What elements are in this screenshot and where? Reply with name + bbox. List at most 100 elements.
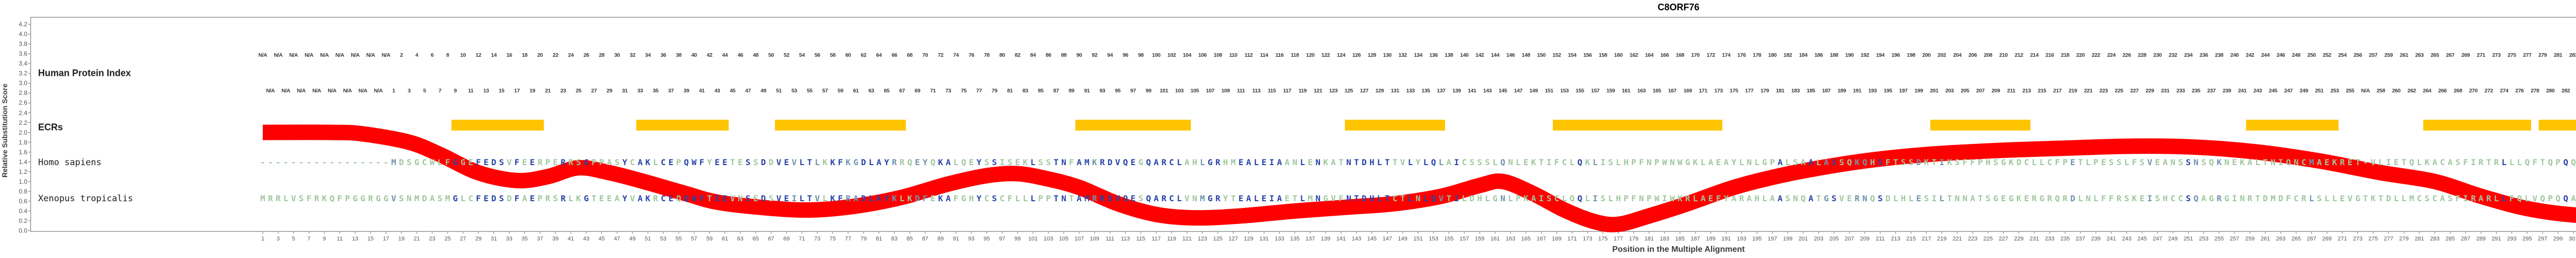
index-label: 177 [1745,88,1754,94]
residue-xenopus: S [2425,194,2430,203]
index-label: 66 [891,52,897,58]
residue-homo-sapiens: K [1947,157,1952,167]
index-label: 180 [1768,52,1777,58]
residue-xenopus: N [738,194,743,203]
residue-homo-sapiens: T [2263,157,2268,167]
residue-xenopus: Q [684,194,689,203]
residue-xenopus: E [2024,194,2029,203]
residue-xenopus: D [2278,194,2283,203]
index-label: 141 [1467,88,1477,94]
residue-homo-sapiens: N [1315,157,1320,167]
residue-homo-sapiens: C [2301,157,2307,167]
residue-homo-sapiens: Q [2524,157,2530,167]
residue-homo-sapiens: - [268,157,273,167]
x-tick-label: 183 [1659,236,1670,242]
index-label: 122 [1321,52,1330,58]
x-tick-label: 77 [845,236,852,242]
x-tick-label: 235 [2060,236,2070,242]
residue-homo-sapiens: G [584,157,589,167]
residue-homo-sapiens: K [645,157,651,167]
residue-homo-sapiens: E [2101,157,2106,167]
residue-homo-sapiens: I [2278,157,2283,167]
residue-xenopus: M [414,194,419,203]
index-label: 73 [945,88,951,94]
residue-homo-sapiens: G [460,157,466,167]
residue-xenopus: G [2008,194,2014,203]
index-label: N/A [258,52,267,58]
residue-xenopus: Y [1723,194,1729,203]
residue-xenopus: S [2185,194,2191,203]
residue-homo-sapiens: L [2124,157,2129,167]
index-label: 256 [2353,52,2362,58]
residue-xenopus: Q [2563,194,2568,203]
residue-xenopus: P [537,194,543,203]
residue-xenopus: A [1970,194,1975,203]
ecr-bar [2423,120,2531,131]
x-tick-label: 89 [937,236,944,242]
residue-xenopus: N [1793,194,1798,203]
residue-homo-sapiens: K [1023,157,1028,167]
residue-xenopus: H [1754,194,1760,203]
residue-xenopus: R [2116,194,2122,203]
x-tick-label: 297 [2538,236,2548,242]
residue-homo-sapiens: L [1300,157,1306,167]
index-label: 178 [1753,52,1761,58]
x-tick-label: 221 [1952,236,1962,242]
residue-homo-sapiens: L [1423,157,1429,167]
y-tick-label: 0.0 [19,227,27,234]
residue-homo-sapiens: V [2147,157,2153,167]
residue-xenopus: M [260,194,265,203]
residue-xenopus: N [1500,194,1505,203]
residue-xenopus: A [1731,194,1737,203]
residue-xenopus: I [1269,194,1275,203]
ecr-bar [775,120,906,131]
residue-homo-sapiens: L [2501,157,2507,167]
residue-xenopus: A [876,194,882,203]
index-label: 52 [784,52,790,58]
residue-xenopus: M [1200,194,1205,203]
residue-homo-sapiens: E [722,157,727,167]
index-label: 69 [914,88,921,94]
y-tick-label: 0.4 [19,207,27,215]
residue-homo-sapiens: E [2347,157,2353,167]
residue-xenopus: E [530,194,535,203]
residue-xenopus: L [283,194,289,203]
residue-homo-sapiens: D [1916,157,1922,167]
residue-homo-sapiens: S [499,157,504,167]
residue-xenopus: F [2101,194,2106,203]
index-label: 267 [2446,52,2455,58]
residue-homo-sapiens: Y [622,157,628,167]
index-label: 212 [2014,52,2023,58]
index-label: 139 [1452,88,1461,94]
residue-xenopus: M [2409,194,2414,203]
index-label: 88 [1061,52,1067,58]
residue-homo-sapiens: S [745,157,751,167]
residue-homo-sapiens: R [2340,157,2345,167]
index-label: 121 [1313,88,1323,94]
index-label: 89 [1069,88,1075,94]
residue-homo-sapiens: Y [707,157,712,167]
index-label: 79 [991,88,997,94]
x-tick-label: 35 [521,236,528,242]
index-label: 99 [1145,88,1151,94]
residue-homo-sapiens: S [1877,157,1883,167]
x-tick-label: 171 [1567,236,1577,242]
residue-xenopus: A [1808,194,1814,203]
residue-homo-sapiens: F [2055,157,2060,167]
residue-homo-sapiens: L [953,157,959,167]
residue-homo-sapiens: L [437,157,443,167]
index-label: 144 [1490,52,1500,58]
residue-xenopus: N [1639,194,1644,203]
x-tick-label: 131 [1259,236,1269,242]
residue-homo-sapiens: V [1115,157,1121,167]
residue-homo-sapiens: R [537,157,543,167]
residue-homo-sapiens: Q [907,157,912,167]
index-label: 190 [1845,52,1854,58]
residue-homo-sapiens: L [1438,157,1444,167]
index-label: 162 [1629,52,1638,58]
index-label: 194 [1876,52,1885,58]
residue-homo-sapiens: N [1061,157,1066,167]
residue-homo-sapiens: T [1392,157,1398,167]
residue-homo-sapiens: - [368,157,374,167]
